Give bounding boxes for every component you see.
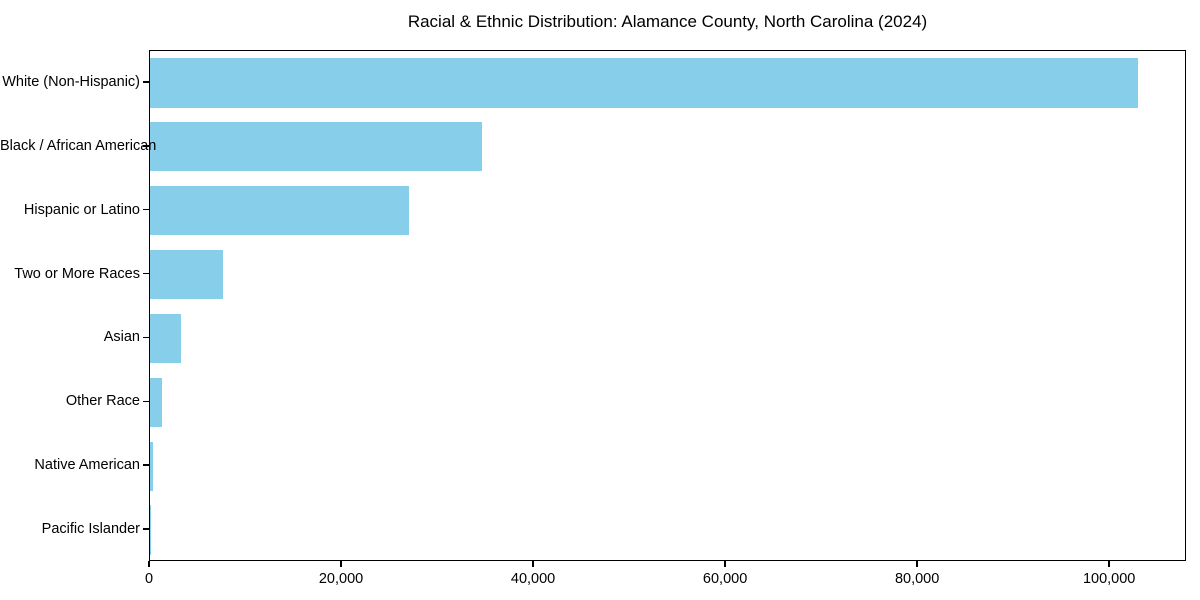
category-label-two-or-more-races: Two or More Races <box>14 265 140 282</box>
bar-hispanic-or-latino <box>150 186 410 236</box>
plot-area <box>149 50 1186 561</box>
x-tick-label-80000: 80,000 <box>894 571 940 587</box>
x-tick-label-20000: 20,000 <box>318 571 364 587</box>
bar-pacific-islander <box>150 505 151 555</box>
x-tick-label-40000: 40,000 <box>510 571 556 587</box>
x-tick-mark <box>148 561 150 567</box>
bar-two-or-more-races <box>150 249 223 300</box>
y-tick-mark <box>143 528 149 530</box>
category-label-pacific-islander: Pacific Islander <box>41 521 140 538</box>
bar-native-american <box>150 441 153 491</box>
x-tick-label-0: 0 <box>144 571 154 587</box>
category-label-asian: Asian <box>103 329 140 346</box>
category-label-other-race: Other Race <box>65 393 140 410</box>
category-label-hispanic-or-latino: Hispanic or Latino <box>23 201 140 218</box>
chart-title: Racial & Ethnic Distribution: Alamance C… <box>407 12 928 31</box>
x-tick-label-100000: 100,000 <box>1082 571 1136 587</box>
y-tick-mark <box>143 336 149 339</box>
bar-white-non-hispanic <box>150 58 1139 108</box>
bar-asian <box>150 313 181 364</box>
category-label-white-non-hispanic: White (Non-Hispanic) <box>2 73 140 90</box>
y-tick-mark <box>143 81 149 83</box>
x-tick-label-60000: 60,000 <box>702 571 748 587</box>
x-tick-mark <box>916 561 918 567</box>
x-tick-mark <box>340 561 342 567</box>
x-tick-mark <box>1108 561 1110 567</box>
category-label-native-american: Native American <box>34 457 140 474</box>
y-tick-mark <box>143 272 149 275</box>
y-tick-mark <box>143 400 149 403</box>
y-tick-mark <box>143 145 149 147</box>
x-tick-mark <box>724 561 726 567</box>
bar-black-african-american <box>150 122 483 172</box>
bar-other-race <box>150 377 162 427</box>
x-tick-mark <box>532 561 534 567</box>
y-tick-mark <box>143 464 149 466</box>
category-label-black-african-american: Black / African American <box>0 137 157 154</box>
y-tick-mark <box>143 208 149 211</box>
